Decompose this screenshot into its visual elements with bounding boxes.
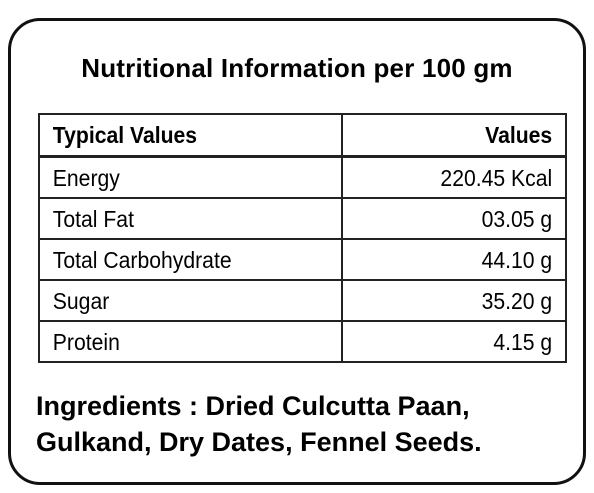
table-row: Energy 220.45 Kcal	[38, 155, 567, 199]
nutrient-value: 35.20 g	[358, 279, 567, 322]
table-row: Sugar 35.20 g	[38, 279, 567, 322]
nutrient-value: 220.45 Kcal	[358, 155, 567, 199]
nutrient-value: 4.15 g	[358, 320, 567, 363]
nutrient-name: Protein	[38, 320, 319, 363]
header-typical-values: Typical Values	[38, 113, 319, 158]
nutrient-value: 44.10 g	[358, 238, 567, 281]
header-values: Values	[358, 113, 567, 158]
ingredients-line-2: Gulkand, Dry Dates, Fennel Seeds.	[36, 427, 482, 457]
nutrition-title: Nutritional Information per 100 gm	[81, 53, 513, 83]
table-row: Protein 4.15 g	[38, 320, 567, 363]
nutrient-name: Total Carbohydrate	[38, 238, 319, 281]
nutrient-name: Energy	[38, 155, 319, 199]
table-header-row: Typical Values Values	[38, 113, 567, 158]
nutrient-name: Sugar	[38, 279, 319, 322]
nutrient-name: Total Fat	[38, 197, 319, 240]
table-row: Total Fat 03.05 g	[38, 197, 567, 240]
table-row: Total Carbohydrate 44.10 g	[38, 238, 567, 281]
nutrition-table: Typical Values Values Energy 220.45 Kcal…	[38, 113, 567, 363]
nutrient-value: 03.05 g	[358, 197, 567, 240]
ingredients-line-1: Ingredients : Dried Culcutta Paan,	[36, 391, 470, 421]
ingredients-text: Ingredients : Dried Culcutta Paan, Gulka…	[36, 388, 576, 460]
